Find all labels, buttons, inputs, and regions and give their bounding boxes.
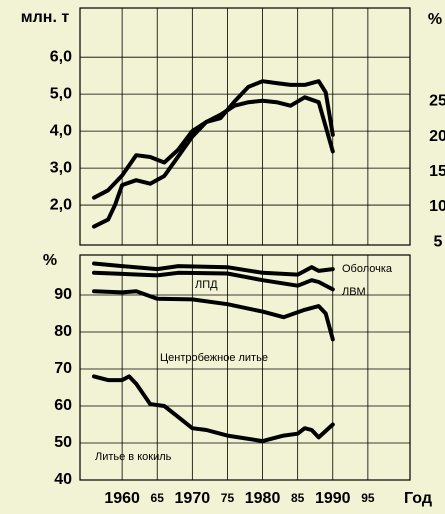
y-tick-label: 6,0 <box>50 48 72 65</box>
y-tick-label: 50 <box>54 434 72 451</box>
line <box>92 95 335 229</box>
series-label: Литье в кокиль <box>95 451 172 463</box>
series-label: Центробежное литье <box>160 352 268 364</box>
y-tick-label: 40 <box>54 471 72 488</box>
y-tick-label: 90 <box>54 286 72 303</box>
x-tick-label: 85 <box>291 491 305 505</box>
y2-axis-label: % <box>428 11 442 28</box>
x-tick-label: 95 <box>361 491 375 505</box>
y2-tick-label: 10 <box>429 198 445 215</box>
y2-tick-label: 5 <box>434 233 443 250</box>
y2-tick-label: 15 <box>429 163 445 180</box>
y2-tick-label: 20 <box>429 128 445 145</box>
y-axis-label: % <box>43 252 57 269</box>
x-tick-label: 1990 <box>315 490 351 507</box>
y-tick-label: 2,0 <box>50 196 72 213</box>
series-label: Оболочка <box>342 263 393 275</box>
x-axis-label: Год <box>404 490 432 507</box>
line <box>92 79 335 200</box>
line <box>92 289 335 342</box>
x-tick-label: 1960 <box>104 490 140 507</box>
annotation: ЛПД <box>195 279 218 291</box>
line <box>92 270 335 292</box>
y-tick-label: 4,0 <box>50 122 72 139</box>
y-axis-label: млн. т <box>21 9 70 26</box>
series-label: ЛВМ <box>342 286 366 298</box>
top-frame <box>79 7 411 246</box>
line <box>92 374 335 444</box>
x-tick-label: 75 <box>221 491 235 505</box>
y2-tick-label: 25 <box>429 93 445 110</box>
x-tick-label: 1970 <box>175 490 211 507</box>
y-tick-label: 70 <box>54 360 72 377</box>
x-tick-label: 1980 <box>245 490 281 507</box>
x-tick-label: 65 <box>151 491 165 505</box>
y-tick-label: 80 <box>54 323 72 340</box>
y-tick-label: 3,0 <box>50 159 72 176</box>
line <box>92 261 335 277</box>
y-tick-label: 5,0 <box>50 85 72 102</box>
y-tick-label: 60 <box>54 397 72 414</box>
